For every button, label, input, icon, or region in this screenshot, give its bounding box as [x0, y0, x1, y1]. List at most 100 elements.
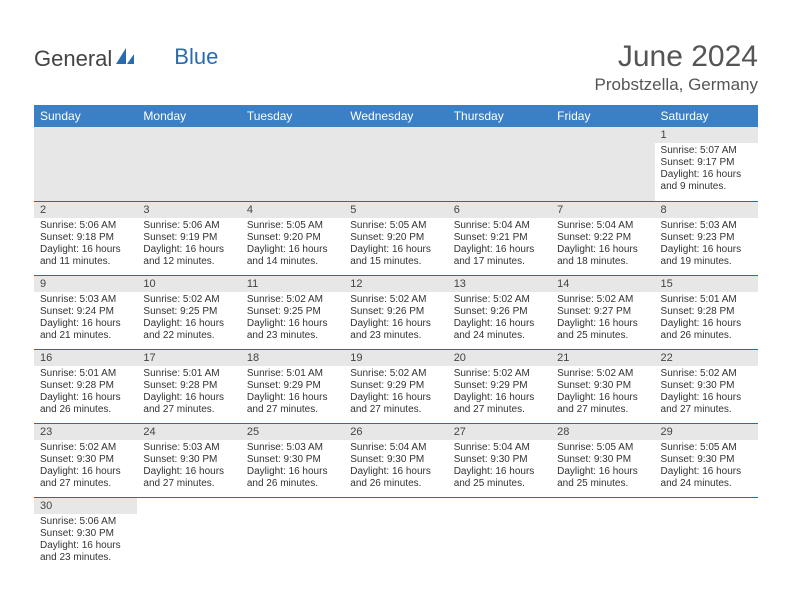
daylight-label: Daylight: — [557, 244, 596, 255]
sunset-value: 9:30 PM — [387, 454, 424, 465]
day-number: 6 — [448, 202, 551, 218]
sunrise-value: 5:03 AM — [286, 442, 323, 453]
sunset-label: Sunset: — [247, 454, 281, 465]
day-number: 4 — [241, 202, 344, 218]
daylight-label: Daylight: — [557, 392, 596, 403]
daylight-label: Daylight: — [350, 318, 389, 329]
sunset-line: Sunset: 9:30 PM — [40, 528, 131, 540]
sunset-line: Sunset: 9:20 PM — [350, 232, 441, 244]
sunset-line: Sunset: 9:17 PM — [661, 157, 752, 169]
daylight-label: Daylight: — [350, 392, 389, 403]
sunrise-value: 5:02 AM — [183, 294, 220, 305]
day-details: Sunrise: 5:05 AMSunset: 9:30 PMDaylight:… — [551, 440, 654, 492]
sunset-line: Sunset: 9:30 PM — [661, 380, 752, 392]
calendar-body: 1Sunrise: 5:07 AMSunset: 9:17 PMDaylight… — [34, 127, 758, 571]
daylight-line: Daylight: 16 hours and 26 minutes. — [40, 392, 131, 416]
day-details: Sunrise: 5:02 AMSunset: 9:29 PMDaylight:… — [344, 366, 447, 418]
sunset-line: Sunset: 9:20 PM — [247, 232, 338, 244]
sunset-value: 9:28 PM — [697, 306, 734, 317]
day-number: 27 — [448, 424, 551, 440]
sunset-value: 9:28 PM — [77, 380, 114, 391]
daylight-label: Daylight: — [661, 244, 700, 255]
sunrise-line: Sunrise: 5:06 AM — [143, 220, 234, 232]
sunrise-label: Sunrise: — [143, 294, 180, 305]
sunrise-label: Sunrise: — [557, 442, 594, 453]
sunset-line: Sunset: 9:25 PM — [247, 306, 338, 318]
sunrise-label: Sunrise: — [661, 145, 698, 156]
sunrise-value: 5:01 AM — [79, 368, 116, 379]
daylight-line: Daylight: 16 hours and 23 minutes. — [40, 540, 131, 564]
sunrise-line: Sunrise: 5:03 AM — [143, 442, 234, 454]
sunset-line: Sunset: 9:29 PM — [247, 380, 338, 392]
sunset-line: Sunset: 9:24 PM — [40, 306, 131, 318]
day-details: Sunrise: 5:02 AMSunset: 9:30 PMDaylight:… — [551, 366, 654, 418]
sunrise-line: Sunrise: 5:02 AM — [40, 442, 131, 454]
sunset-value: 9:30 PM — [77, 528, 114, 539]
sunset-value: 9:30 PM — [77, 454, 114, 465]
sunset-line: Sunset: 9:28 PM — [661, 306, 752, 318]
day-number: 20 — [448, 350, 551, 366]
calendar-row: 2Sunrise: 5:06 AMSunset: 9:18 PMDaylight… — [34, 201, 758, 275]
sunrise-value: 5:02 AM — [597, 368, 634, 379]
sunrise-value: 5:04 AM — [597, 220, 634, 231]
daylight-line: Daylight: 16 hours and 25 minutes. — [557, 318, 648, 342]
sunset-label: Sunset: — [40, 454, 74, 465]
sunrise-value: 5:05 AM — [390, 220, 427, 231]
sunset-label: Sunset: — [247, 380, 281, 391]
sunrise-line: Sunrise: 5:04 AM — [454, 442, 545, 454]
sunrise-line: Sunrise: 5:01 AM — [661, 294, 752, 306]
day-cell: 25Sunrise: 5:03 AMSunset: 9:30 PMDayligh… — [241, 423, 344, 497]
day-cell: 18Sunrise: 5:01 AMSunset: 9:29 PMDayligh… — [241, 349, 344, 423]
day-number: 2 — [34, 202, 137, 218]
sunset-value: 9:29 PM — [387, 380, 424, 391]
daylight-label: Daylight: — [454, 466, 493, 477]
daylight-label: Daylight: — [247, 392, 286, 403]
sunrise-label: Sunrise: — [40, 220, 77, 231]
location-label: Probstzella, Germany — [595, 75, 758, 95]
sunrise-label: Sunrise: — [40, 294, 77, 305]
sunset-label: Sunset: — [661, 306, 695, 317]
daylight-label: Daylight: — [143, 318, 182, 329]
day-details: Sunrise: 5:02 AMSunset: 9:25 PMDaylight:… — [241, 292, 344, 344]
sunset-value: 9:30 PM — [180, 454, 217, 465]
sunrise-line: Sunrise: 5:07 AM — [661, 145, 752, 157]
sunrise-value: 5:07 AM — [700, 145, 737, 156]
sunrise-value: 5:02 AM — [597, 294, 634, 305]
title-block: June 2024 Probstzella, Germany — [595, 40, 758, 95]
day-cell: 4Sunrise: 5:05 AMSunset: 9:20 PMDaylight… — [241, 201, 344, 275]
day-details: Sunrise: 5:02 AMSunset: 9:26 PMDaylight:… — [344, 292, 447, 344]
daylight-label: Daylight: — [40, 244, 79, 255]
sunrise-label: Sunrise: — [454, 368, 491, 379]
day-number: 8 — [655, 202, 758, 218]
day-number: 11 — [241, 276, 344, 292]
daylight-line: Daylight: 16 hours and 9 minutes. — [661, 169, 752, 193]
sunrise-label: Sunrise: — [350, 220, 387, 231]
daylight-label: Daylight: — [143, 392, 182, 403]
sunset-label: Sunset: — [557, 232, 591, 243]
day-details: Sunrise: 5:02 AMSunset: 9:27 PMDaylight:… — [551, 292, 654, 344]
sunset-value: 9:30 PM — [697, 380, 734, 391]
sunset-label: Sunset: — [661, 380, 695, 391]
sunrise-label: Sunrise: — [557, 294, 594, 305]
calendar-row: 16Sunrise: 5:01 AMSunset: 9:28 PMDayligh… — [34, 349, 758, 423]
day-details: Sunrise: 5:03 AMSunset: 9:24 PMDaylight:… — [34, 292, 137, 344]
day-number: 18 — [241, 350, 344, 366]
sunrise-label: Sunrise: — [350, 368, 387, 379]
sunset-value: 9:25 PM — [180, 306, 217, 317]
day-cell: 22Sunrise: 5:02 AMSunset: 9:30 PMDayligh… — [655, 349, 758, 423]
weekday-header: Monday — [137, 105, 240, 127]
weekday-header: Tuesday — [241, 105, 344, 127]
sunrise-label: Sunrise: — [143, 368, 180, 379]
calendar-table: SundayMondayTuesdayWednesdayThursdayFrid… — [34, 105, 758, 571]
sunset-value: 9:29 PM — [284, 380, 321, 391]
daylight-line: Daylight: 16 hours and 21 minutes. — [40, 318, 131, 342]
sunrise-value: 5:04 AM — [493, 442, 530, 453]
sunrise-line: Sunrise: 5:02 AM — [143, 294, 234, 306]
day-number: 28 — [551, 424, 654, 440]
sunset-value: 9:30 PM — [594, 380, 631, 391]
day-details: Sunrise: 5:06 AMSunset: 9:18 PMDaylight:… — [34, 218, 137, 270]
day-cell: 13Sunrise: 5:02 AMSunset: 9:26 PMDayligh… — [448, 275, 551, 349]
daylight-line: Daylight: 16 hours and 24 minutes. — [661, 466, 752, 490]
sunrise-line: Sunrise: 5:06 AM — [40, 220, 131, 232]
day-cell: 30Sunrise: 5:06 AMSunset: 9:30 PMDayligh… — [34, 497, 137, 571]
